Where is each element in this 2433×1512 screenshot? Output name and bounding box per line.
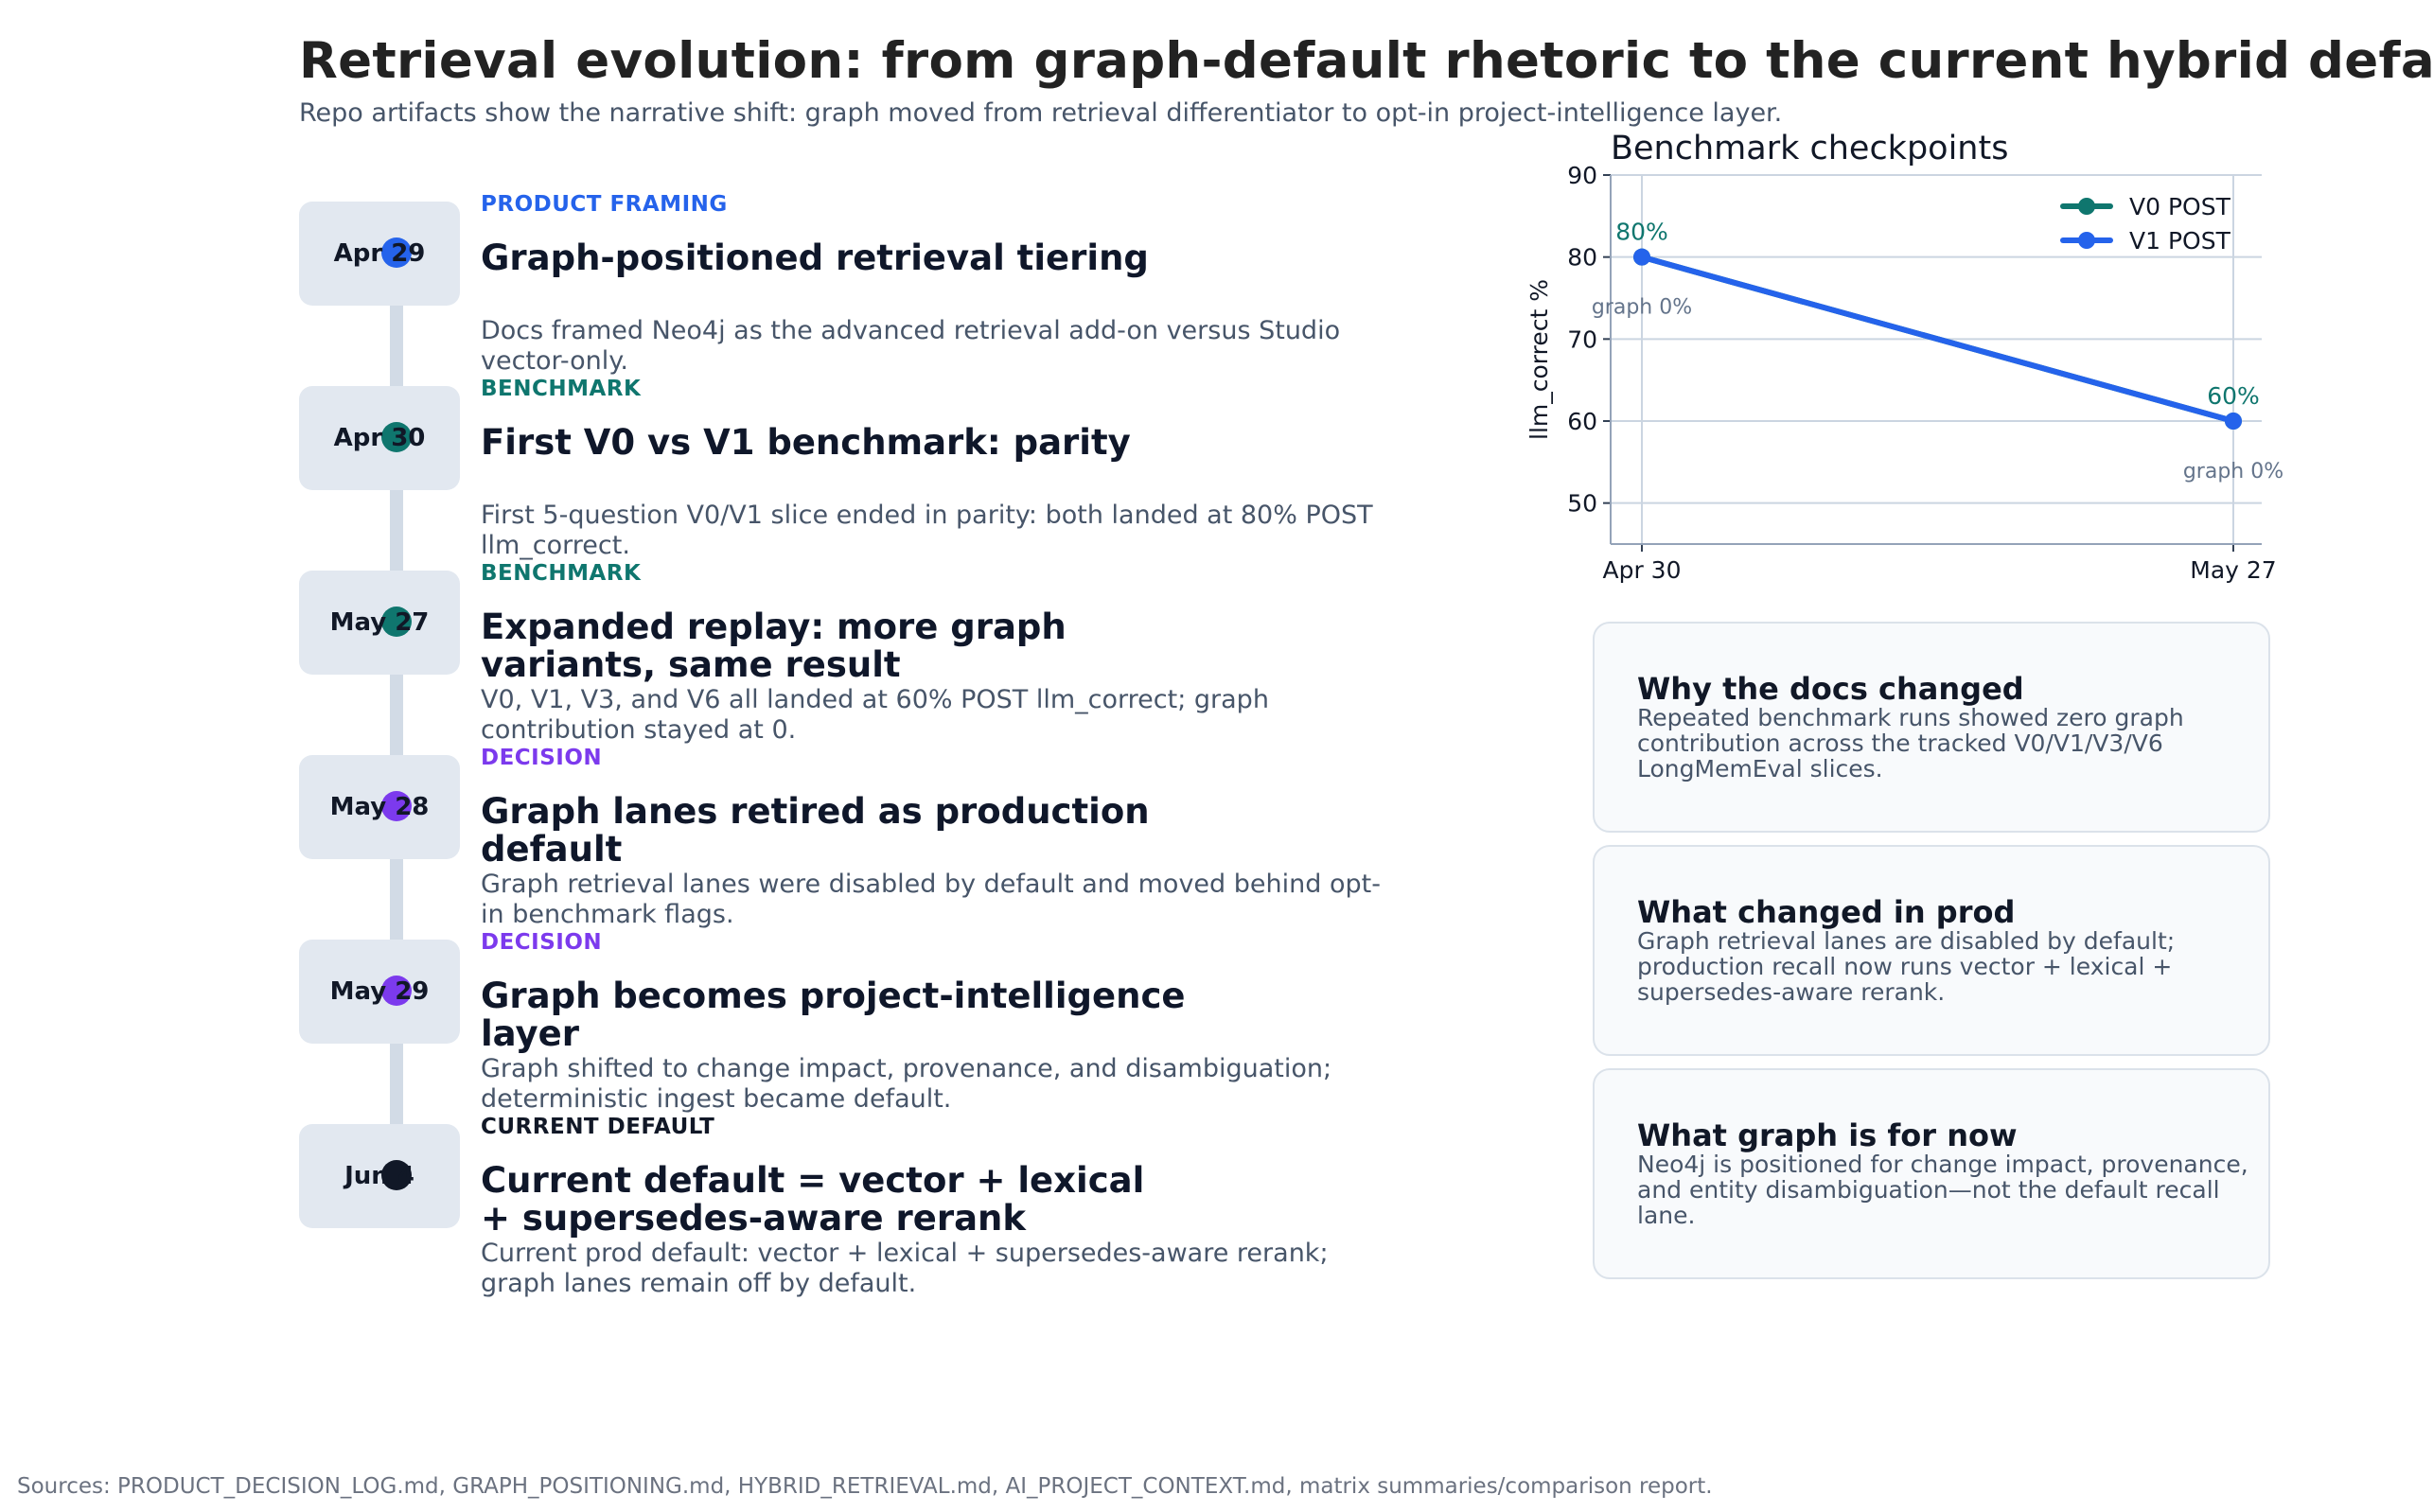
- graph-contribution-label: graph 0%: [1592, 296, 1692, 320]
- legend-marker: [2078, 198, 2095, 215]
- timeline-event: BENCHMARK Expanded replay: more graph va…: [481, 560, 1389, 745]
- benchmark-chart: Benchmark checkpoints 50 60 70 80 90 Apr 30 Ma…: [1525, 130, 2283, 584]
- timeline-event: DECISION Graph becomes project-intellige…: [481, 929, 1389, 1114]
- timeline-event: CURRENT DEFAULT Current default = vector…: [481, 1114, 1389, 1298]
- event-description: Docs framed Neo4j as the advanced retrie…: [481, 316, 1341, 376]
- legend-label: V1 POST: [2129, 227, 2231, 255]
- date-box: Apr 30: [299, 386, 460, 490]
- timeline-dot: [381, 237, 412, 268]
- timeline-dot: [381, 607, 412, 637]
- date-label: May 27: [329, 608, 430, 637]
- data-point: [2225, 413, 2242, 430]
- x-tick-label: May 27: [2190, 556, 2276, 584]
- date-label: May 29: [329, 977, 430, 1006]
- date-label: Jun 4: [344, 1162, 414, 1190]
- event-category: DECISION: [481, 746, 603, 770]
- chart-labels: 80% graph 0% 60% graph 0%: [1592, 219, 2283, 483]
- date-label: Apr 30: [333, 424, 426, 452]
- y-tick-label: 90: [1567, 162, 1597, 189]
- event-category: DECISION: [481, 930, 603, 955]
- chart-legend: V0 POST V1 POST: [2060, 193, 2231, 255]
- data-label: 60%: [2207, 382, 2260, 410]
- event-description: Graph shifted to change impact, provenan…: [481, 1054, 1332, 1114]
- y-tick-label: 50: [1567, 490, 1597, 518]
- date-label: May 28: [329, 793, 430, 821]
- event-description: V0, V1, V3, and V6 all landed at 60% POS…: [481, 685, 1269, 745]
- event-title: Graph becomes project-intelligence layer: [481, 976, 1186, 1054]
- info-card: What graph is for now Neo4j is positione…: [1593, 1068, 2270, 1279]
- timeline-event: DECISION Graph lanes retired as producti…: [481, 745, 1389, 929]
- sources-footer: Sources: PRODUCT_DECISION_LOG.md, GRAPH_…: [17, 1474, 1713, 1499]
- legend-marker: [2078, 232, 2095, 249]
- timeline-dot: [381, 791, 412, 821]
- page-title: Retrieval evolution: from graph-default …: [299, 32, 2433, 90]
- data-label: 80%: [1615, 219, 1668, 246]
- event-description: Graph retrieval lanes were disabled by d…: [481, 870, 1381, 929]
- y-tick-label: 80: [1567, 244, 1597, 272]
- event-category: BENCHMARK: [481, 561, 642, 586]
- event-category: CURRENT DEFAULT: [481, 1115, 715, 1139]
- event-category: BENCHMARK: [481, 377, 642, 401]
- timeline-event: BENCHMARK First V0 vs V1 benchmark: pari…: [481, 376, 1389, 560]
- y-tick-label: 60: [1567, 408, 1597, 435]
- date-label: Apr 29: [333, 239, 426, 268]
- date-box: May 29: [299, 940, 460, 1044]
- series-line: [1639, 254, 2236, 424]
- card-body: Graph retrieval lanes are disabled by de…: [1637, 927, 2176, 1006]
- event-title: Expanded replay: more graph variants, sa…: [481, 607, 1067, 685]
- event-title: First V0 vs V1 benchmark: parity: [481, 422, 1131, 463]
- info-card: What changed in prod Graph retrieval lan…: [1593, 845, 2270, 1056]
- event-title: Graph lanes retired as production defaul…: [481, 791, 1150, 870]
- card-body: Repeated benchmark runs showed zero grap…: [1637, 704, 2184, 782]
- graph-contribution-label: graph 0%: [2183, 460, 2283, 483]
- timeline-event: PRODUCT FRAMING Graph-positioned retriev…: [481, 191, 1389, 376]
- timeline-dot: [381, 976, 412, 1006]
- card-title: What changed in prod: [1637, 894, 2016, 930]
- date-box: Apr 29: [299, 202, 460, 306]
- chart-title: Benchmark checkpoints: [1611, 130, 2008, 167]
- legend-label: V0 POST: [2129, 193, 2231, 220]
- info-card: Why the docs changed Repeated benchmark …: [1593, 622, 2270, 833]
- date-box: May 27: [299, 571, 460, 675]
- date-box: Jun 4: [299, 1124, 460, 1228]
- chart-series: [1633, 248, 2242, 430]
- event-title: Current default = vector + lexical + sup…: [481, 1160, 1145, 1239]
- event-description: First 5-question V0/V1 slice ended in pa…: [481, 501, 1373, 560]
- chart-grid: [1611, 174, 2262, 544]
- card-body: Neo4j is positioned for change impact, p…: [1637, 1151, 2248, 1229]
- event-description: Current prod default: vector + lexical +…: [481, 1239, 1329, 1298]
- event-title: Graph-positioned retrieval tiering: [481, 237, 1149, 278]
- date-box: May 28: [299, 755, 460, 859]
- page-subtitle: Repo artifacts show the narrative shift:…: [299, 98, 1783, 128]
- card-title: What graph is for now: [1637, 1117, 2018, 1153]
- card-title: Why the docs changed: [1637, 671, 2024, 707]
- event-category: PRODUCT FRAMING: [481, 192, 728, 217]
- y-axis-label: llm_correct %: [1525, 279, 1553, 440]
- timeline-dot: [381, 422, 412, 452]
- x-tick-label: Apr 30: [1602, 556, 1681, 584]
- timeline-dot: [381, 1160, 412, 1190]
- data-point: [1633, 248, 1650, 266]
- y-tick-label: 70: [1567, 325, 1597, 353]
- chart-axes: 50 60 70 80 90 Apr 30 May 27 llm_correct %: [1525, 162, 2277, 584]
